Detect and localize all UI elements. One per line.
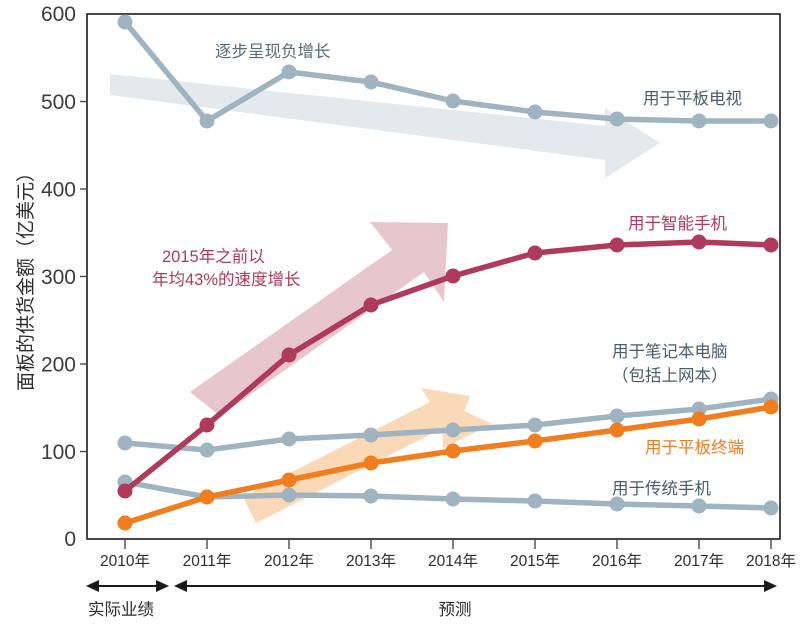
x-tick-2017: 2017年: [674, 552, 724, 570]
series-markers-tablet: [117, 399, 779, 531]
y-tick-100: 100: [41, 441, 76, 464]
x-tick-2011: 2011年: [183, 552, 232, 570]
x-tick-2010: 2010年: [100, 552, 150, 570]
annotation-smartphone-growth-line2: 年均43%的速度增长: [152, 270, 301, 289]
y-axis-title: 面板的供货金额（亿美元）: [15, 163, 37, 391]
x-tick-2015: 2015年: [510, 552, 560, 570]
series-label-smartphone: 用于智能手机: [628, 214, 728, 233]
series-line-smartphone: [117, 234, 779, 499]
x-tick-2016: 2016年: [592, 552, 642, 570]
annotation-tv-decline: 逐步呈现负增长: [215, 42, 331, 61]
y-tick-600: 600: [41, 3, 76, 26]
annotation-smartphone-growth-line1: 2015年之前以: [162, 247, 265, 266]
trend-arrow-smartphone: [190, 222, 448, 416]
series-label-tablet: 用于平板终端: [645, 438, 744, 457]
y-tick-400: 400: [41, 179, 76, 202]
period-label-forecast: 预测: [439, 600, 472, 619]
period-bracket-actual: [86, 580, 169, 592]
series-line-tv: [117, 14, 779, 129]
x-axis-ticks: [124, 539, 772, 549]
x-axis-labels: 2010年 2011年 2012年 2013年 2014年 2015年 2016…: [100, 552, 796, 570]
series-label-notebook-line1: 用于笔记本电脑: [612, 342, 728, 361]
series-line-tablet: [117, 399, 779, 531]
x-tick-2014: 2014年: [428, 552, 478, 570]
series-markers-smartphone: [117, 234, 779, 499]
series-label-tv: 用于平板电视: [643, 89, 742, 108]
series-label-featurephone: 用于传统手机: [612, 479, 712, 498]
x-tick-2013: 2013年: [346, 552, 396, 570]
x-tick-2012: 2012年: [264, 552, 314, 570]
y-tick-200: 200: [41, 354, 76, 377]
y-axis-labels: 600 500 400 300 200 100 0: [41, 3, 76, 551]
x-tick-2018: 2018年: [746, 552, 796, 570]
period-label-actual: 实际业绩: [88, 600, 154, 619]
y-tick-500: 500: [41, 91, 76, 114]
y-tick-300: 300: [41, 266, 76, 289]
series-markers-tv: [117, 14, 779, 129]
y-tick-0: 0: [64, 528, 76, 551]
period-bracket-forecast: [174, 580, 777, 592]
y-axis-ticks: [80, 100, 87, 453]
series-label-notebook-line2: （包括上网本）: [612, 366, 728, 385]
